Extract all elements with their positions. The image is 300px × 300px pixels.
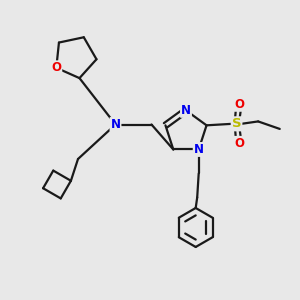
Text: O: O [51,61,61,74]
Text: N: N [181,104,191,117]
Text: N: N [194,143,204,156]
Text: O: O [235,98,244,111]
Text: O: O [235,137,244,150]
Text: S: S [232,117,242,130]
Text: N: N [110,118,121,131]
